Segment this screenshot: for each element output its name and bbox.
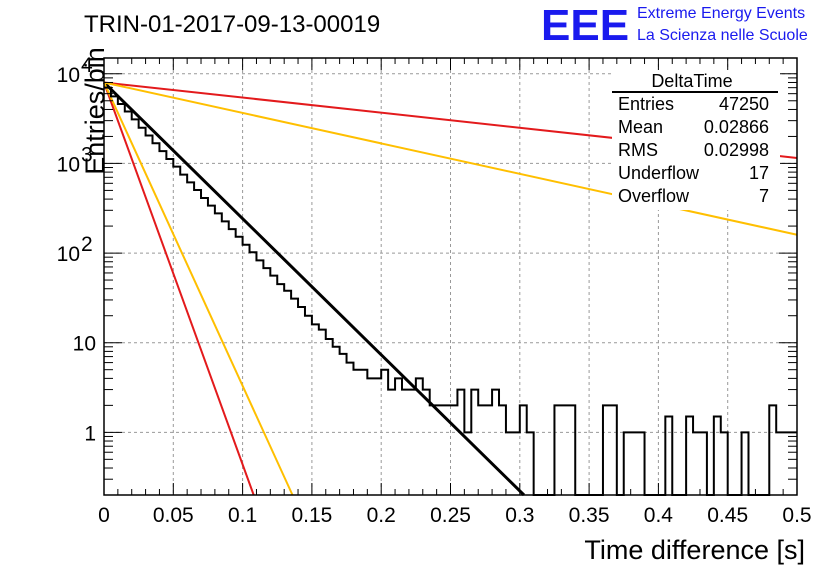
axis-ticks: 0 0.05 0.1 0.15 0.2 0.25 0.3 0.35 0.4 0.45 0.5 1 10 1…	[57, 54, 812, 527]
plot-frame	[103, 57, 798, 496]
fit-line-3	[103, 82, 255, 496]
x-tick-label: 0.4	[644, 504, 674, 527]
stats-title: DeltaTime	[651, 71, 732, 91]
x-tick-label: 0.45	[707, 504, 748, 527]
x-tick-label: 0.25	[430, 504, 471, 527]
stats-mean-value: 0.02866	[704, 117, 769, 137]
y-axis-title: Entries/bin	[80, 47, 110, 175]
stats-underflow-value: 17	[749, 163, 769, 183]
stats-overflow-value: 7	[759, 186, 769, 206]
x-tick-label: 0.2	[367, 504, 396, 527]
fit-line-4	[103, 82, 294, 496]
stats-rms-value: 0.02998	[704, 140, 769, 160]
x-tick-label: 0	[98, 504, 110, 527]
logo-line-1: Extreme Energy Events	[637, 5, 805, 22]
y-tick-exponent: 3	[81, 143, 93, 166]
x-tick-label: 0.15	[291, 504, 332, 527]
stats-entries-label: Entries	[618, 94, 674, 114]
stats-underflow-label: Underflow	[618, 163, 700, 183]
y-tick-exponent: 2	[81, 233, 93, 256]
fit-line-0	[102, 81, 526, 497]
stats-box: DeltaTime Entries 47250 Mean 0.02866 RMS…	[612, 70, 780, 210]
stats-overflow-label: Overflow	[618, 186, 690, 206]
stats-entries-value: 47250	[719, 94, 769, 114]
eee-logo: EEE Extreme Energy Events La Scienza nel…	[541, 1, 808, 50]
x-tick-label: 0.3	[505, 504, 534, 527]
y-tick-exponent: 4	[81, 54, 93, 77]
y-tick-label: 10	[57, 243, 80, 266]
chart-title: TRIN-01-2017-09-13-00019	[84, 11, 380, 38]
stats-rms-label: RMS	[618, 140, 658, 160]
y-tick-label: 10	[57, 153, 80, 176]
grid	[104, 58, 797, 495]
x-tick-label: 0.35	[569, 504, 610, 527]
y-tick-label: 10	[73, 333, 96, 356]
logo-mark: EEE	[541, 1, 629, 50]
x-tick-label: 0.5	[782, 504, 811, 527]
x-axis-title: Time difference [s]	[584, 535, 805, 565]
x-tick-label: 0.05	[153, 504, 194, 527]
y-tick-label: 1	[84, 422, 96, 445]
logo-line-2: La Scienza nelle Scuole	[637, 27, 808, 44]
x-tick-label: 0.1	[228, 504, 257, 527]
y-tick-label: 10	[57, 64, 80, 87]
histogram-series	[104, 86, 797, 496]
stats-box-background	[612, 70, 780, 210]
stats-mean-label: Mean	[618, 117, 663, 137]
